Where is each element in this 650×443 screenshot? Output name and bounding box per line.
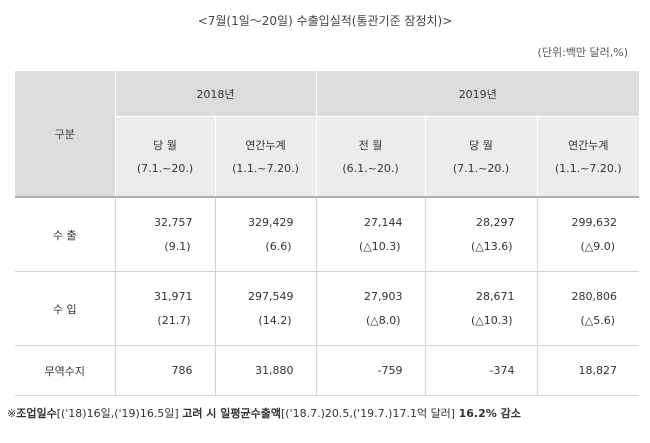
cell-change: (△13.6) (470, 239, 513, 253)
table-cell: 28,671 (△10.3) (424, 271, 537, 346)
column-period: (7.1.~20.) (136, 161, 194, 175)
column-period: (6.1.~20.) (342, 161, 399, 175)
footnote-workdays-label: 조업일수 (16, 407, 57, 420)
table-cell: 27,903 (△8.0) (315, 271, 425, 346)
table-cell: 280,806 (△5.6) (536, 271, 639, 346)
table-cell: 28,297 (△13.6) (424, 196, 537, 272)
column-name: 당 월 (469, 138, 493, 152)
table-row-balance: 무역수지 786 31,880 -759 -374 18,827 (15, 345, 639, 396)
cell-change: (9.1) (164, 239, 191, 253)
cell-change: (△8.0) (365, 313, 401, 327)
cell-value: 27,144 (364, 215, 403, 229)
trade-table: 구분 2018년 2019년 당 월 (7.1.~20.) 연간누계 (1.1.… (15, 71, 639, 396)
cell-value: 299,632 (571, 215, 618, 229)
table-cell: 32,757 (9.1) (114, 196, 215, 272)
cell-change: (△10.3) (470, 313, 513, 327)
table-row-export: 수 출 32,757 (9.1) 329,429 (6.6) 27,144 (△10.… (15, 196, 639, 272)
column-period: (1.1.~7.20.) (554, 161, 622, 175)
table-cell: 299,632 (△9.0) (536, 196, 639, 272)
cell-value: 28,297 (476, 215, 515, 229)
cell-value: 27,903 (364, 289, 403, 303)
cell-value: 32,757 (154, 215, 193, 229)
table-cell: -374 (424, 345, 537, 396)
column-header: 전 월 (6.1.~20.) (315, 116, 425, 197)
period-header-row: 당 월 (7.1.~20.) 연간누계 (1.1.~7.20.) 전 월 (6.… (15, 116, 639, 197)
cell-change: (△9.0) (580, 239, 615, 253)
cell-change: (6.6) (265, 239, 292, 253)
row-label: 수 출 (15, 196, 115, 272)
footnote-daily-export-values: [('18.7.)20.5,('19.7.)17.1억 달러] (280, 407, 456, 420)
cell-value: 28,671 (476, 289, 515, 303)
cell-change: (△5.6) (580, 313, 615, 327)
cell-value: 280,806 (571, 289, 618, 303)
column-header: 연간누계 (1.1.~7.20.) (214, 116, 316, 197)
table-cell: 297,549 (14.2) (214, 271, 316, 346)
table-cell: -759 (315, 345, 425, 396)
row-label: 수 입 (15, 271, 115, 346)
column-period: (7.1.~20.) (452, 161, 510, 175)
footnote-mark: ※ (7, 407, 17, 420)
column-header: 당 월 (7.1.~20.) (114, 116, 215, 197)
table-cell: 18,827 (536, 345, 639, 396)
table-cell: 27,144 (△10.3) (315, 196, 425, 272)
cell-change: (14.2) (258, 313, 292, 327)
year-2019-header: 2019년 (315, 71, 639, 117)
column-period: (1.1.~7.20.) (232, 161, 299, 175)
column-name: 당 월 (153, 138, 177, 152)
column-header: 연간누계 (1.1.~7.20.) (536, 116, 639, 197)
footnote-result: 16.2% 감소 (458, 407, 521, 420)
page-title: <7월(1일～20일) 수출입실적(통관기준 잠정치)> (197, 14, 453, 28)
column-name: 연간누계 (245, 138, 286, 152)
table-cell: 329,429 (6.6) (214, 196, 316, 272)
cell-change: (△10.3) (358, 239, 401, 253)
cell-value: 297,549 (248, 289, 294, 303)
row-label: 무역수지 (15, 345, 115, 396)
cell-value: 31,971 (154, 289, 193, 303)
cell-change: (21.7) (157, 313, 191, 327)
year-header-row: 구분 2018년 2019년 (15, 71, 639, 197)
table-cell: 786 (114, 345, 215, 396)
table-row-import: 수 입 31,971 (21.7) 297,549 (14.2) 27,903 (△8… (15, 271, 639, 346)
table-cell: 31,880 (214, 345, 316, 396)
year-2018-header: 2018년 (114, 71, 316, 117)
column-name: 연간누계 (568, 138, 609, 152)
footnote: ※조업일수[('18)16일,('19)16.5일] 고려 시 일평균수출액[(… (7, 405, 521, 421)
unit-label: (단위:백만 달러,%) (537, 46, 628, 59)
column-name: 전 월 (358, 138, 383, 152)
cell-value: 329,429 (248, 215, 294, 229)
footnote-workdays-values: [('18)16일,('19)16.5일] (56, 407, 179, 420)
category-header: 구분 (15, 71, 115, 197)
footnote-daily-export-label: 고려 시 일평균수출액 (182, 407, 281, 420)
column-header: 당 월 (7.1.~20.) (424, 116, 537, 197)
table-cell: 31,971 (21.7) (114, 271, 215, 346)
